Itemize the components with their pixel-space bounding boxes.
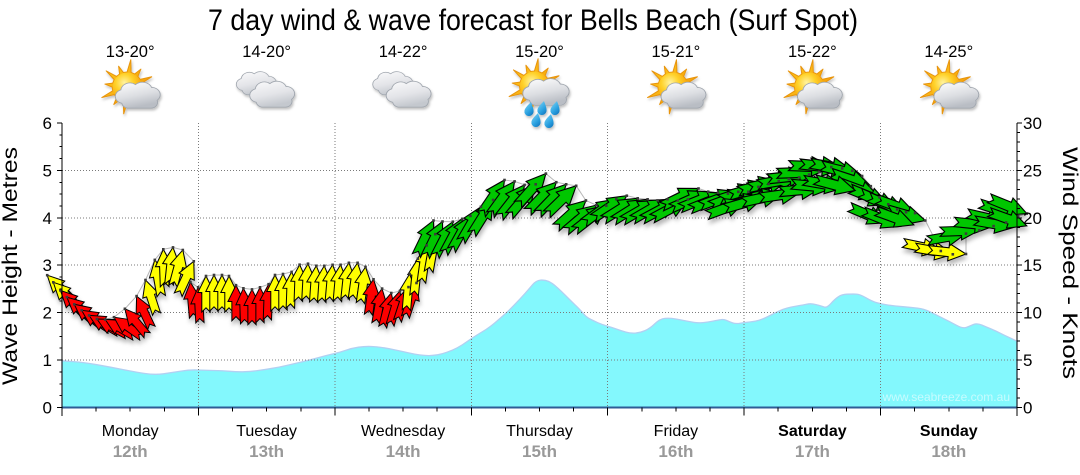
- svg-text:18th: 18th: [931, 442, 966, 461]
- svg-text:5: 5: [1023, 351, 1032, 370]
- svg-text:1: 1: [43, 351, 52, 370]
- svg-text:Thursday: Thursday: [506, 423, 573, 440]
- svg-text:17th: 17th: [795, 442, 830, 461]
- svg-text:15-22°: 15-22°: [788, 43, 837, 61]
- svg-text:16th: 16th: [658, 442, 693, 461]
- svg-text:14-20°: 14-20°: [242, 43, 291, 61]
- svg-text:Wednesday: Wednesday: [361, 423, 445, 440]
- svg-text:14-22°: 14-22°: [379, 43, 428, 61]
- svg-text:14-25°: 14-25°: [924, 43, 973, 61]
- svg-text:www.seabreeze.com.au: www.seabreeze.com.au: [882, 390, 1010, 404]
- svg-text:6: 6: [43, 114, 52, 133]
- svg-text:20: 20: [1023, 209, 1042, 228]
- svg-text:13th: 13th: [249, 442, 284, 461]
- svg-text:Sunday: Sunday: [920, 423, 978, 440]
- svg-text:2: 2: [43, 304, 52, 323]
- svg-text:Friday: Friday: [654, 423, 698, 440]
- svg-text:3: 3: [43, 256, 52, 275]
- svg-text:13-20°: 13-20°: [106, 43, 155, 61]
- svg-text:Wind Speed - Knots: Wind Speed - Knots: [1058, 147, 1080, 379]
- svg-text:12th: 12th: [113, 442, 148, 461]
- svg-text:7 day wind & wave forecast for: 7 day wind & wave forecast for Bells Bea…: [208, 4, 858, 37]
- svg-text:15-20°: 15-20°: [515, 43, 564, 61]
- svg-text:15: 15: [1023, 256, 1042, 275]
- svg-text:Wave Height - Metres: Wave Height - Metres: [0, 147, 22, 385]
- svg-text:25: 25: [1023, 161, 1042, 180]
- svg-text:Saturday: Saturday: [778, 423, 847, 440]
- svg-text:30: 30: [1023, 114, 1042, 133]
- svg-text:5: 5: [43, 161, 52, 180]
- svg-text:14th: 14th: [386, 442, 421, 461]
- svg-text:0: 0: [1023, 399, 1032, 418]
- svg-text:15th: 15th: [522, 442, 557, 461]
- svg-text:0: 0: [43, 399, 52, 418]
- svg-text:Monday: Monday: [102, 423, 159, 440]
- svg-text:10: 10: [1023, 304, 1042, 323]
- svg-text:15-21°: 15-21°: [651, 43, 700, 61]
- svg-text:4: 4: [43, 209, 52, 228]
- svg-text:Tuesday: Tuesday: [236, 423, 297, 440]
